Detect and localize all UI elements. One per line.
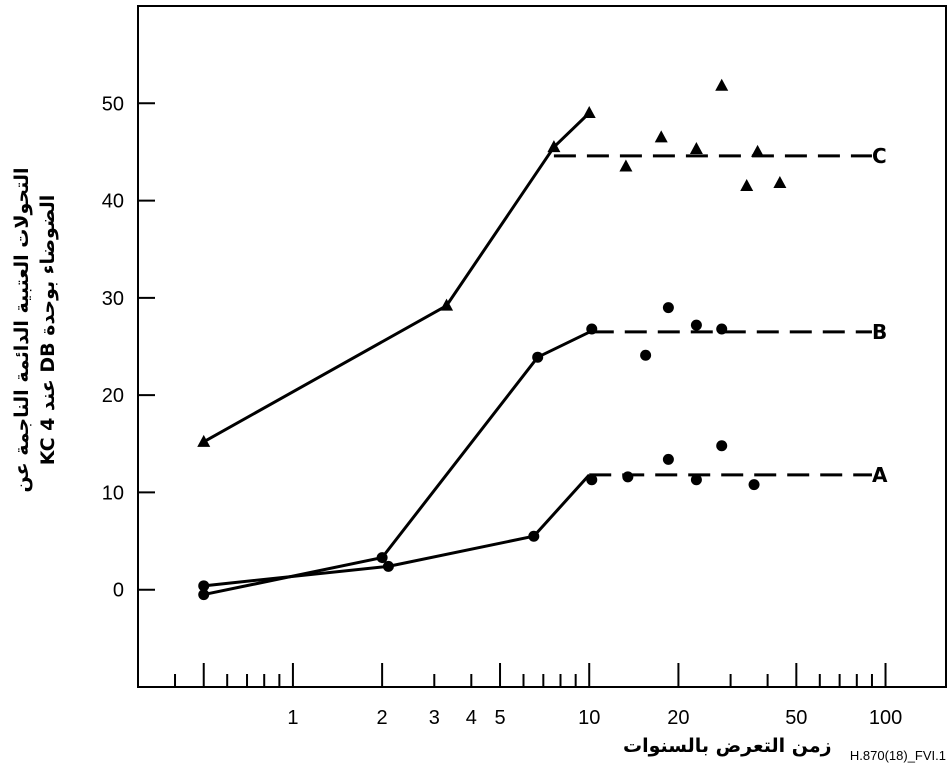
data-point bbox=[662, 302, 674, 314]
y-axis-ticks: 0 10 20 30 40 50 bbox=[102, 93, 155, 602]
data-point bbox=[716, 323, 728, 335]
x-tick-label: 50 bbox=[785, 707, 807, 729]
data-point bbox=[376, 552, 388, 564]
data-point bbox=[586, 323, 598, 335]
series-layer: A B C bbox=[197, 78, 888, 601]
series-label: C bbox=[872, 144, 887, 168]
y-tick-label: 50 bbox=[102, 93, 124, 115]
x-tick-label: 5 bbox=[494, 707, 505, 729]
plot-frame bbox=[137, 5, 947, 688]
series-a: A bbox=[198, 440, 888, 592]
series-line bbox=[202, 111, 591, 444]
series-b: B bbox=[198, 302, 887, 601]
data-point bbox=[654, 130, 668, 143]
data-point bbox=[773, 176, 787, 189]
x-tick-label: 100 bbox=[869, 707, 902, 729]
data-point bbox=[690, 319, 702, 331]
x-tick-labels: 1 2 3 4 5 10 20 50 100 bbox=[287, 707, 902, 729]
data-point bbox=[748, 479, 760, 491]
x-minor-ticks bbox=[137, 663, 887, 687]
series-label: B bbox=[872, 320, 887, 344]
data-point bbox=[716, 440, 728, 452]
data-point bbox=[690, 474, 702, 486]
data-point bbox=[197, 434, 211, 447]
y-tick-label: 30 bbox=[102, 288, 124, 310]
data-point bbox=[586, 474, 598, 486]
data-point bbox=[198, 580, 210, 592]
y-axis-title-line-2: الضوضاء بوحدة DB عند 4 KC bbox=[37, 195, 59, 466]
x-tick-label: 10 bbox=[578, 707, 600, 729]
x-tick-label: 1 bbox=[287, 707, 298, 729]
y-tick-label: 20 bbox=[102, 385, 124, 407]
data-point bbox=[528, 530, 540, 542]
data-point bbox=[198, 589, 210, 601]
data-point bbox=[740, 178, 754, 191]
y-axis-title-line-1: التحولات العتبية الدائمة الناجمة عن bbox=[11, 168, 33, 493]
data-point bbox=[619, 159, 633, 172]
y-tick-label: 40 bbox=[102, 191, 124, 213]
data-point bbox=[547, 140, 561, 153]
y-tick-label: 10 bbox=[102, 482, 124, 504]
series-label: A bbox=[872, 463, 888, 487]
data-point bbox=[440, 298, 454, 311]
figure-id: H.870(18)_FVI.1 bbox=[850, 748, 946, 763]
data-point bbox=[382, 560, 394, 572]
x-axis-title: زمن التعرض بالسنوات bbox=[623, 735, 832, 757]
series-c: C bbox=[197, 78, 887, 447]
x-tick-label: 4 bbox=[466, 707, 477, 729]
data-point bbox=[532, 351, 544, 363]
data-point bbox=[582, 106, 596, 119]
data-point bbox=[689, 142, 703, 155]
data-point bbox=[622, 471, 634, 483]
series-line bbox=[203, 329, 593, 597]
data-point bbox=[751, 144, 765, 157]
data-point bbox=[662, 453, 674, 465]
data-point bbox=[640, 349, 652, 361]
y-tick-label: 0 bbox=[113, 580, 124, 602]
data-point bbox=[715, 78, 729, 91]
x-tick-label: 2 bbox=[377, 707, 388, 729]
x-tick-label: 3 bbox=[429, 707, 440, 729]
x-tick-label: 20 bbox=[667, 707, 689, 729]
series-line bbox=[203, 473, 591, 588]
